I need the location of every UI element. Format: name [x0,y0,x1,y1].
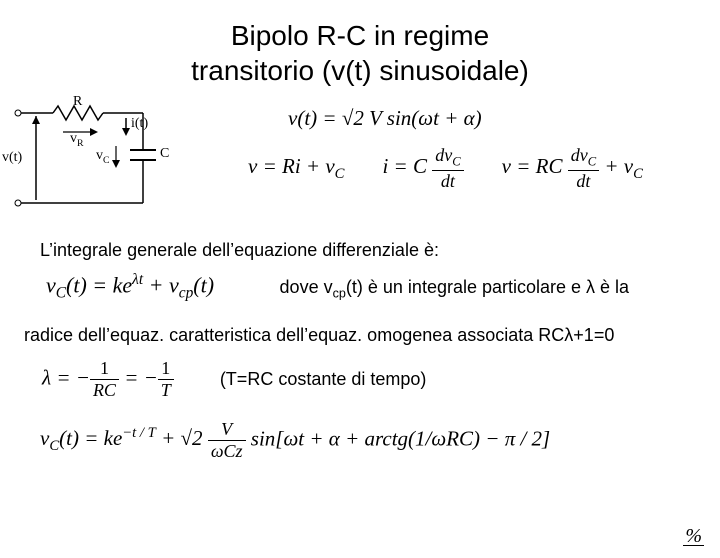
label-C: C [160,146,169,162]
eq-lambda-expr: λ = −1RC = −1T [42,358,174,401]
eq-ode: v = RC dvCdt + vC [502,145,643,192]
paragraph-2: radice dell’equaz. caratteristica dell’e… [24,323,696,348]
equation-block: v(t) = √2 V sin(ωt + α) v = Ri + vC i = … [178,98,720,192]
slide-title: Bipolo R-C in regime transitorio (v(t) s… [0,18,720,88]
inline-note: dove vcp(t) è un integrale particolare e… [280,277,630,297]
rc-circuit-diagram: R vR i(t) vC C v(t) [8,98,178,218]
eq-idef: i = C dvCdt [382,145,463,192]
eq-vt: v(t) = √2 V sin(ωt + α) [248,106,720,131]
paragraph-1: L’integrale generale dell’equazione diff… [40,238,696,263]
label-R: R [73,94,82,110]
percent-icon: % [683,527,704,546]
tau-note: (T=RC costante di tempo) [220,369,427,390]
label-vR: vR [70,131,84,149]
eq-kvl: v = Ri + vC [248,154,344,183]
label-vt: v(t) [2,150,22,166]
eq-lambda: λ = −1RC = −1T (T=RC costante di tempo) [42,358,720,401]
label-i: i(t) [131,116,148,132]
label-vC: vC [96,148,110,166]
eq-final-solution: vC(t) = ke−t / T + √2 VωCz sin[ωt + α + … [40,419,720,462]
eq-row-2: v = Ri + vC i = C dvCdt v = RC dvCdt + v… [248,145,720,192]
title-line-2: transitorio (v(t) sinusoidale) [191,55,529,86]
eq-general-solution: vC(t) = keλt + vcp(t) dove vcp(t) è un i… [46,271,720,303]
title-line-1: Bipolo R-C in regime [231,20,489,51]
row-circuit-equations: R vR i(t) vC C v(t) v(t) = √2 V sin(ωt +… [0,98,720,218]
